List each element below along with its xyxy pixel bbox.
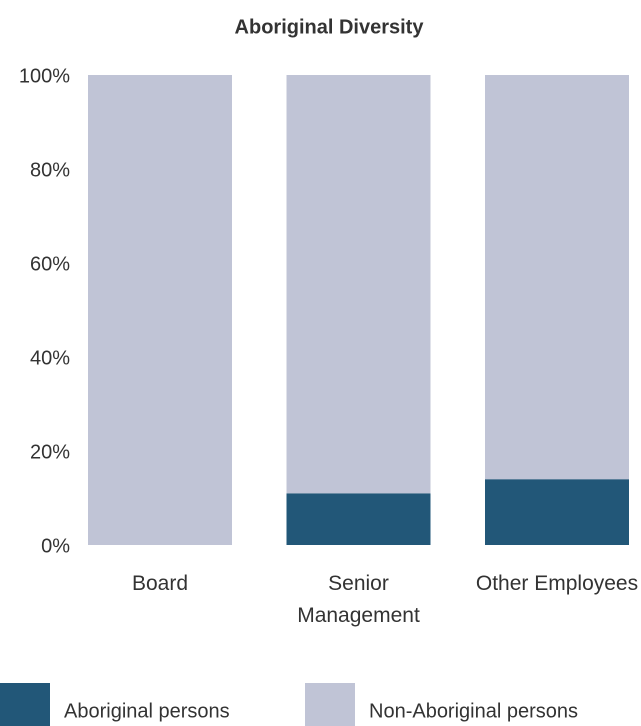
legend-label: Aboriginal persons xyxy=(64,700,230,722)
chart-title: Aboriginal Diversity xyxy=(235,16,425,38)
x-tick-label: Senior Management xyxy=(297,572,420,627)
x-tick-label: Board xyxy=(131,572,189,595)
bar-segment xyxy=(485,75,629,480)
legend-swatch xyxy=(0,683,50,726)
bar-segment xyxy=(286,493,431,545)
y-tick-label: 20% xyxy=(30,441,70,463)
bar-segment xyxy=(485,479,629,545)
bar-segment xyxy=(88,75,232,545)
y-tick-label: 40% xyxy=(30,347,70,369)
y-tick-label: 100% xyxy=(19,65,70,87)
y-tick-label: 80% xyxy=(30,159,70,181)
legend-label: Non-Aboriginal persons xyxy=(369,700,578,722)
bar-segment xyxy=(286,75,431,494)
y-tick-label: 0% xyxy=(41,535,70,557)
legend-swatch xyxy=(305,683,355,726)
y-tick-label: 60% xyxy=(30,253,70,275)
x-tick-label: Other Employees xyxy=(475,572,639,595)
